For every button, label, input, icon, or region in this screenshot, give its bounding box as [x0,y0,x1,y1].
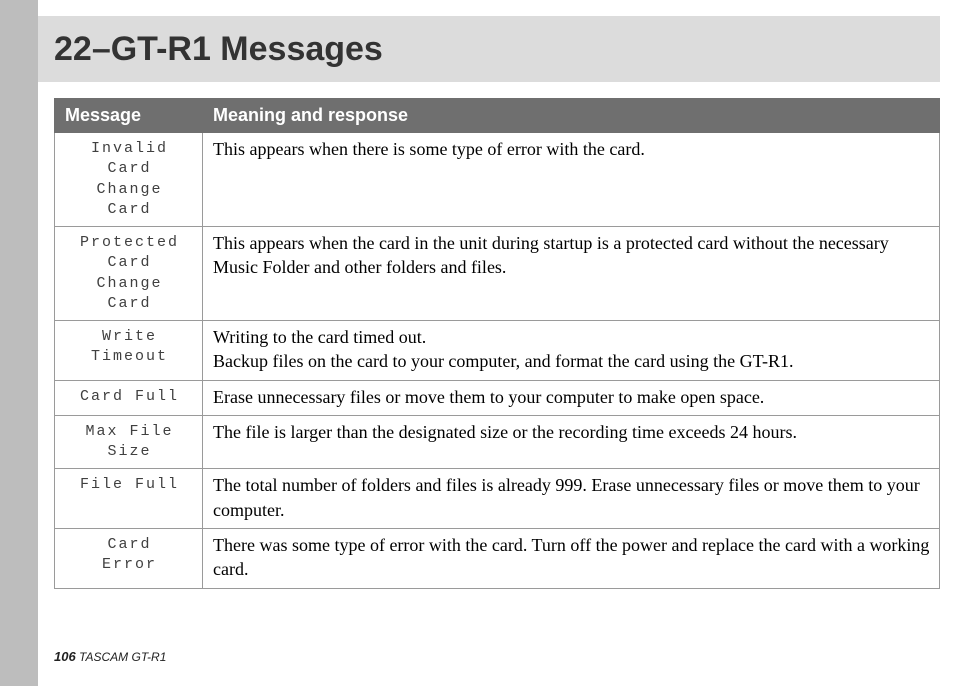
message-cell: Max FileSize [55,415,203,469]
message-line: Change [65,274,194,294]
meaning-cell: Erase unnecessary files or move them to … [203,380,940,415]
message-cell: WriteTimeout [55,321,203,381]
table-body: InvalidCardChangeCardThis appears when t… [55,133,940,589]
table-row: CardErrorThere was some type of error wi… [55,528,940,588]
meaning-cell: Writing to the card timed out.Backup fil… [203,321,940,381]
meaning-line: There was some type of error with the ca… [213,533,931,582]
message-cell: CardError [55,528,203,588]
meaning-cell: There was some type of error with the ca… [203,528,940,588]
meaning-line: Erase unnecessary files or move them to … [213,385,931,409]
meaning-cell: This appears when there is some type of … [203,133,940,227]
meaning-line: The file is larger than the designated s… [213,420,931,444]
meaning-line: Backup files on the card to your compute… [213,349,931,373]
content-area: Message Meaning and response InvalidCard… [54,98,940,589]
message-line: File Full [65,475,194,495]
message-line: Card Full [65,387,194,407]
meaning-line: Writing to the card timed out. [213,325,931,349]
message-line: Timeout [65,347,194,367]
message-line: Card [65,294,194,314]
product-name: TASCAM GT-R1 [79,650,166,664]
page-footer: 106 TASCAM GT-R1 [54,649,166,664]
meaning-cell: The total number of folders and files is… [203,469,940,529]
message-cell: ProtectedCardChangeCard [55,227,203,321]
message-line: Change [65,180,194,200]
col-header-meaning: Meaning and response [203,99,940,133]
table-row: File Full The total number of folders and… [55,469,940,529]
section-title-bar: 22–GT-R1 Messages [38,16,940,82]
message-line: Size [65,442,194,462]
table-row: Max FileSize The file is larger than the … [55,415,940,469]
messages-table: Message Meaning and response InvalidCard… [54,98,940,589]
table-row: Card Full Erase unnecessary files or move… [55,380,940,415]
table-row: WriteTimeoutWriting to the card timed ou… [55,321,940,381]
message-line: Max File [65,422,194,442]
section-title: 22–GT-R1 Messages [54,30,383,69]
message-line: Card [65,253,194,273]
message-line: Card [65,535,194,555]
meaning-cell: The file is larger than the designated s… [203,415,940,469]
col-header-message: Message [55,99,203,133]
message-line: Protected [65,233,194,253]
message-cell: File Full [55,469,203,529]
table-row: InvalidCardChangeCardThis appears when t… [55,133,940,227]
message-line: Write [65,327,194,347]
table-header-row: Message Meaning and response [55,99,940,133]
message-line: Invalid [65,139,194,159]
message-line: Card [65,159,194,179]
meaning-line: The total number of folders and files is… [213,473,931,522]
left-gutter [0,0,38,686]
message-cell: Card Full [55,380,203,415]
table-row: ProtectedCardChangeCardThis appears when… [55,227,940,321]
meaning-cell: This appears when the card in the unit d… [203,227,940,321]
page-number: 106 [54,649,76,664]
meaning-line: This appears when the card in the unit d… [213,231,931,280]
message-line: Error [65,555,194,575]
message-cell: InvalidCardChangeCard [55,133,203,227]
meaning-line: This appears when there is some type of … [213,137,931,161]
message-line: Card [65,200,194,220]
manual-page: 22–GT-R1 Messages Message Meaning and re… [0,0,954,686]
